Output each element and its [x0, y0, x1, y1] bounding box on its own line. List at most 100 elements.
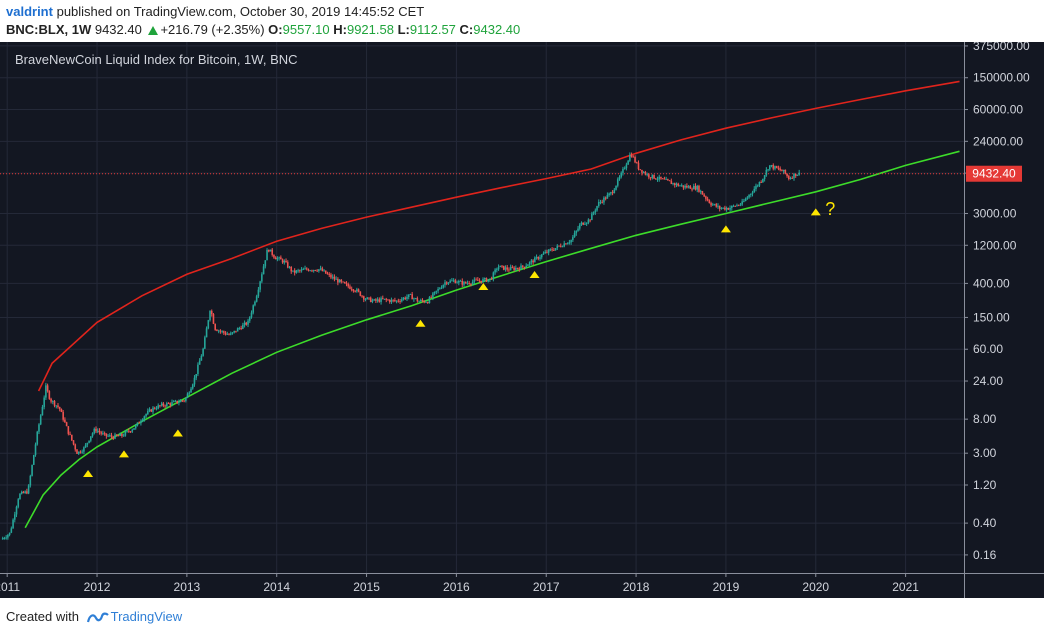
candle-body [508, 269, 510, 271]
candle-down [611, 190, 614, 196]
candle-up [573, 230, 576, 238]
candle-body [385, 298, 388, 300]
candle-down [523, 266, 526, 270]
support-marker [529, 270, 540, 278]
candle-body [245, 322, 248, 325]
candle-down [352, 288, 355, 293]
candle-down [98, 428, 101, 435]
candle-up [749, 193, 752, 198]
candle-up [209, 310, 211, 322]
candle-body [727, 208, 730, 210]
candle-down [637, 160, 640, 171]
candle-body [321, 268, 324, 272]
candle-up [186, 392, 189, 399]
candle-body [179, 400, 182, 403]
candle-up [570, 239, 572, 245]
candle-up [414, 297, 417, 300]
support-marker [478, 283, 489, 291]
candle-body [41, 406, 44, 416]
candle-up [572, 235, 574, 243]
candle-body [724, 207, 726, 210]
candle-body [421, 300, 424, 301]
candle-body [3, 538, 6, 539]
candle-up [620, 171, 623, 179]
candle-up [625, 162, 628, 171]
candle-up [395, 300, 398, 304]
candle-body [746, 197, 749, 199]
candle-up [5, 535, 7, 540]
candle-body [706, 198, 709, 201]
candle-up [12, 518, 14, 529]
candle-body [556, 245, 559, 249]
candle-down [653, 174, 655, 180]
candle-body [589, 219, 591, 221]
candle-down [694, 183, 697, 191]
candle-body [660, 176, 662, 179]
candle-down [112, 435, 115, 441]
candle-up [406, 294, 408, 301]
candle-body [509, 267, 512, 271]
candle-body [404, 297, 407, 299]
candle-up [231, 332, 234, 335]
candle-up [623, 166, 626, 170]
candle-down [167, 402, 170, 405]
candle-down [565, 243, 567, 245]
candle-up [24, 490, 26, 494]
author-link[interactable]: valdrint [6, 4, 53, 19]
candle-up [248, 316, 251, 323]
candle-down [115, 434, 118, 437]
candle-body [573, 233, 576, 238]
candle-body [198, 360, 201, 365]
candle-body [397, 300, 400, 302]
symbol-ohlc-line: BNC:BLX, 1W 9432.40 +216.79 (+2.35%) O:9… [6, 22, 520, 37]
candle-body [580, 222, 583, 225]
candle-body [473, 279, 476, 282]
candle-body [537, 257, 540, 259]
candle-down [235, 330, 237, 333]
candle-up [166, 401, 168, 408]
candle-body [501, 265, 503, 267]
candle-body [62, 412, 64, 420]
candle-up [300, 267, 303, 273]
candle-body [705, 196, 707, 199]
candle-body [540, 254, 543, 258]
candle-body [544, 251, 547, 254]
candle-down [95, 426, 97, 434]
candle-body [345, 283, 348, 285]
y-tick-label: 60.00 [973, 342, 1003, 356]
candle-body [739, 204, 742, 206]
candle-body [504, 267, 507, 270]
y-tick-label: 3.00 [973, 446, 997, 460]
candle-up [420, 298, 422, 302]
candle-body [784, 169, 787, 174]
candle-up [96, 428, 99, 434]
chart-area[interactable]: 375000.00150000.0060000.0024000.009600.0… [0, 42, 1044, 602]
candle-up [140, 419, 142, 426]
candle-body [497, 267, 500, 270]
candle-down [475, 277, 477, 281]
candle-body [71, 434, 73, 441]
candle-down [775, 165, 778, 169]
tradingview-brand[interactable]: TradingView [110, 609, 183, 624]
candle-down [715, 202, 718, 208]
candle-body [103, 433, 106, 435]
candle-body [521, 265, 524, 267]
candle-up [684, 184, 686, 190]
candle-up [452, 278, 455, 283]
candle-body [98, 430, 101, 433]
candle-body [625, 164, 628, 169]
candle-down [480, 280, 483, 284]
candle-body [482, 279, 484, 283]
candle-down [686, 183, 688, 189]
y-tick-label: 1.20 [973, 478, 997, 492]
candle-down [138, 421, 140, 424]
candle-up [134, 424, 137, 430]
candle-body [442, 284, 445, 288]
candle-body [157, 405, 159, 409]
candle-body [212, 314, 215, 324]
candle-body [710, 203, 712, 206]
price-change: +216.79 (+2.35%) [160, 22, 265, 37]
candle-up [447, 282, 450, 285]
candle-body [102, 433, 104, 435]
candle-down [69, 431, 71, 436]
